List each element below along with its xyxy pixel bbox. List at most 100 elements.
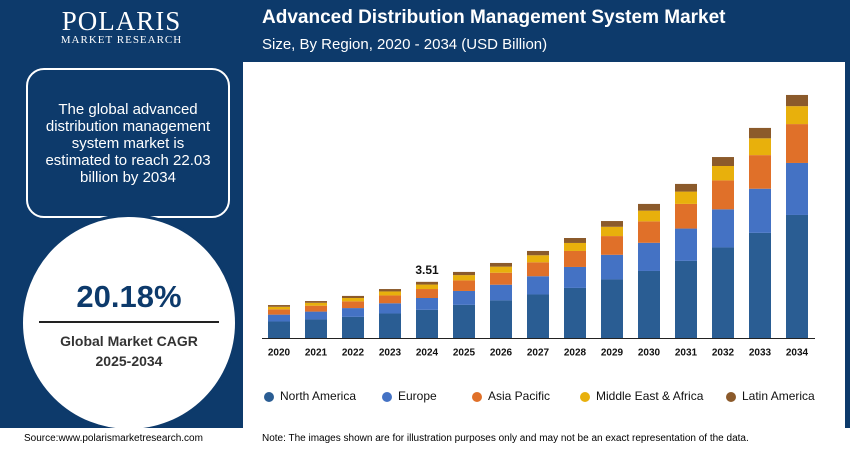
bar-segment [379, 313, 401, 338]
bar-segment [601, 221, 623, 227]
bar-segment [527, 294, 549, 338]
bar-segment [527, 250, 549, 256]
x-tick-label: 2029 [601, 348, 624, 359]
summary-text: The global advanced distribution managem… [45, 100, 211, 186]
bar-segment [342, 295, 364, 298]
bar-segment [268, 309, 290, 315]
legend-label: Latin America [742, 389, 815, 403]
bar-segment [527, 276, 549, 295]
x-tick-label: 2021 [305, 348, 328, 359]
data-label: 3.51 [415, 263, 439, 277]
bar-segment [564, 250, 586, 267]
bar-segment [342, 298, 364, 302]
bar-segment [416, 281, 438, 285]
bar-segment [268, 305, 290, 307]
chart-subtitle: Size, By Region, 2020 - 2034 (USD Billio… [262, 36, 547, 53]
legend-label: Europe [398, 389, 437, 403]
cagr-period: 2025-2034 [95, 353, 163, 369]
bar-segment [712, 180, 734, 210]
bar-segment [490, 300, 512, 338]
legend-swatch [580, 392, 590, 402]
legend-swatch [264, 392, 274, 402]
bar-segment [564, 287, 586, 338]
brand-tagline: MARKET RESEARCH [60, 34, 183, 46]
legend-label: Asia Pacific [488, 389, 550, 403]
bar-segment [490, 284, 512, 301]
bar-segment [342, 301, 364, 309]
divider [39, 321, 219, 323]
bar-segment [564, 242, 586, 251]
bar-segment [638, 242, 660, 271]
bar-segment [601, 254, 623, 280]
bar-segment [638, 210, 660, 222]
bar-segment [601, 236, 623, 255]
legend-label: Middle East & Africa [596, 389, 704, 403]
bar-segment [453, 290, 475, 305]
bar-segment [268, 314, 290, 322]
bar-segment [416, 298, 438, 310]
footer: Source:www.polarismarketresearch.com Not… [0, 428, 850, 450]
x-tick-label: 2020 [268, 348, 291, 359]
bar-segment [749, 127, 771, 139]
x-tick-label: 2022 [342, 348, 365, 359]
chart: Advanced Distribution Management System … [243, 7, 845, 428]
bar-segment [749, 155, 771, 189]
bar-segment [379, 303, 401, 314]
x-tick-label: 2027 [527, 348, 550, 359]
cagr-value: 20.18% [76, 279, 182, 314]
bar-segment [268, 306, 290, 310]
x-tick-label: 2030 [638, 348, 661, 359]
bar-segment [305, 301, 327, 303]
bar-segment [379, 291, 401, 296]
bar-segment [416, 309, 438, 338]
bar-segment [453, 304, 475, 338]
bar-segment [379, 295, 401, 304]
legend-label: North America [280, 389, 356, 403]
bar-segment [342, 308, 364, 317]
bar-segment [786, 162, 808, 215]
bar-segment [453, 271, 475, 276]
x-tick-label: 2023 [379, 348, 402, 359]
bar-segment [490, 266, 512, 273]
source: Source:www.polarismarketresearch.com [24, 433, 203, 444]
bar-segment [601, 279, 623, 338]
bar-segment [490, 272, 512, 285]
cagr-label: Global Market CAGR [60, 333, 198, 349]
side-panel: POLARIS MARKET RESEARCH The global advan… [0, 0, 243, 432]
legend-swatch [726, 392, 736, 402]
bar-segment [749, 138, 771, 156]
x-tick-label: 2034 [786, 348, 809, 359]
chart-title: Advanced Distribution Management System … [262, 7, 726, 28]
bar-segment [305, 319, 327, 338]
x-tick-label: 2031 [675, 348, 698, 359]
x-tick-label: 2024 [416, 348, 439, 359]
x-tick-label: 2025 [453, 348, 476, 359]
x-tick-label: 2032 [712, 348, 735, 359]
bar-segment [712, 166, 734, 181]
bar-segment [675, 228, 697, 261]
bar-segment [305, 311, 327, 320]
cagr-circle: 20.18% Global Market CAGR 2025-2034 [20, 214, 238, 432]
bar-segment [564, 238, 586, 243]
bar-segment [342, 316, 364, 338]
bar-segment [638, 203, 660, 211]
bar-segment [305, 305, 327, 312]
bar-segment [712, 209, 734, 248]
legend-swatch [472, 392, 482, 402]
logo: POLARIS MARKET RESEARCH [0, 6, 243, 46]
x-tick-label: 2026 [490, 348, 513, 359]
bar-segment [749, 188, 771, 233]
bar-segment [638, 270, 660, 338]
bar-segment [416, 284, 438, 290]
summary-box: The global advanced distribution managem… [26, 68, 230, 218]
bar-segment [527, 255, 549, 263]
bar-segment [675, 191, 697, 204]
bar-segment [564, 266, 586, 288]
bar-segment [305, 302, 327, 306]
bar-segment [638, 221, 660, 243]
bar-segment [675, 203, 697, 229]
bar-segment [786, 94, 808, 107]
bar-segment [675, 183, 697, 192]
bar-segment [268, 321, 290, 338]
